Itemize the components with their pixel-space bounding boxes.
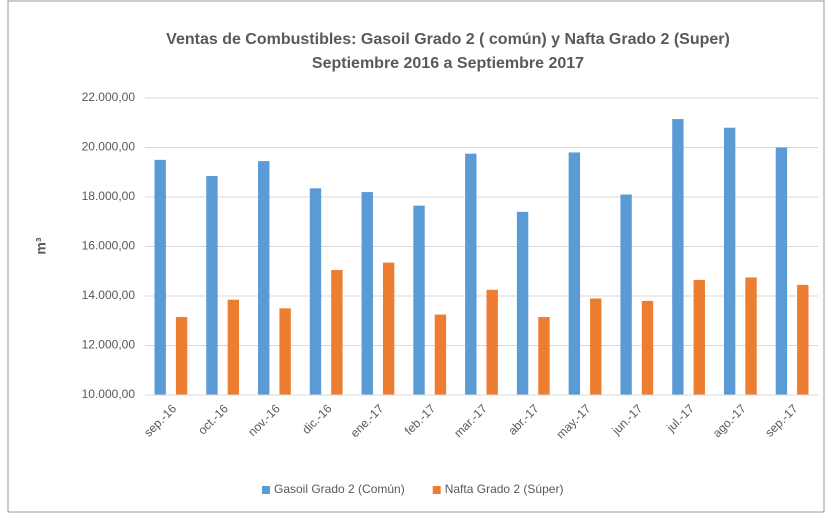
bar bbox=[797, 284, 809, 395]
legend-swatch bbox=[262, 486, 270, 494]
bar bbox=[206, 175, 218, 395]
bar bbox=[361, 192, 373, 395]
bar bbox=[279, 308, 291, 395]
chart-title: Ventas de Combustibles: Gasoil Grado 2 (… bbox=[166, 31, 730, 48]
y-tick-label: 14.000,00 bbox=[82, 288, 136, 302]
y-tick-label: 18.000,00 bbox=[82, 189, 136, 203]
legend-swatch bbox=[432, 486, 441, 494]
bar bbox=[434, 314, 447, 395]
bar bbox=[465, 153, 477, 395]
bar bbox=[258, 161, 270, 395]
bar bbox=[175, 317, 188, 395]
y-tick-label: 22.000,00 bbox=[82, 90, 136, 104]
bar bbox=[227, 299, 240, 395]
bar bbox=[382, 262, 395, 395]
y-tick-label: 20.000,00 bbox=[82, 140, 136, 154]
legend-label: Gasoil Grado 2 (Común) bbox=[274, 482, 405, 496]
bar bbox=[309, 188, 322, 395]
chart-subtitle: Septiembre 2016 a Septiembre 2017 bbox=[312, 55, 584, 72]
bar bbox=[641, 300, 654, 395]
bar bbox=[516, 211, 529, 395]
bar bbox=[538, 317, 550, 395]
bar bbox=[672, 119, 684, 395]
bar bbox=[486, 289, 498, 395]
bar bbox=[568, 152, 581, 395]
bar bbox=[590, 298, 602, 395]
bar bbox=[745, 277, 757, 395]
bar bbox=[154, 159, 166, 395]
bar bbox=[775, 147, 788, 395]
y-tick-label: 12.000,00 bbox=[82, 338, 136, 352]
y-axis-label: m³ bbox=[33, 237, 49, 254]
y-tick-label: 16.000,00 bbox=[82, 239, 136, 253]
bar bbox=[723, 127, 736, 395]
legend-label: Nafta Grado 2 (Súper) bbox=[445, 482, 564, 496]
bar bbox=[620, 194, 632, 395]
bar bbox=[331, 270, 343, 395]
bar bbox=[413, 205, 425, 395]
bar bbox=[693, 279, 705, 395]
y-tick-label: 10.000,00 bbox=[82, 387, 136, 401]
